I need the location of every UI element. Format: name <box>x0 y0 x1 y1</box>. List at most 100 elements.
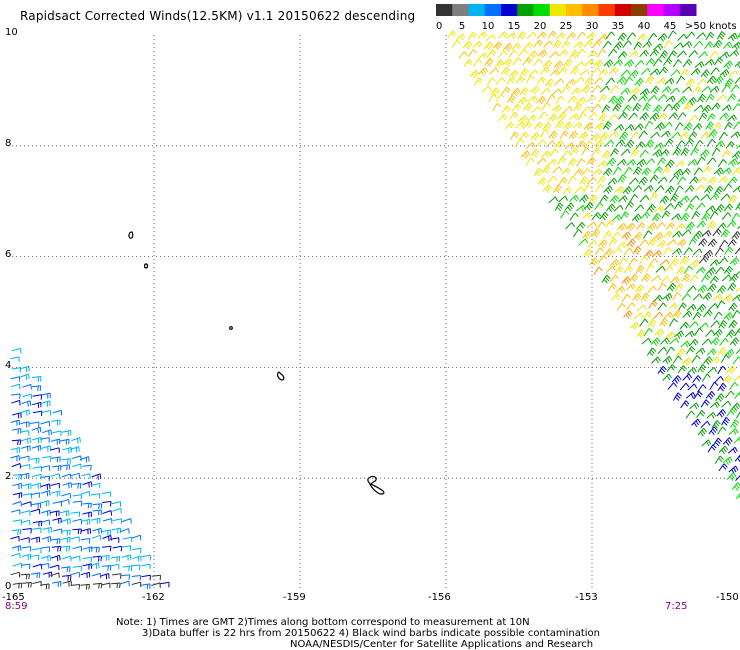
wind-barb <box>151 582 161 588</box>
wind-barb <box>716 300 726 309</box>
wind-barb <box>722 41 733 49</box>
wind-barb <box>511 42 522 51</box>
legend-label: 30 <box>586 21 599 32</box>
wind-barb <box>22 501 32 507</box>
wind-barb <box>599 211 609 221</box>
wind-barb <box>574 186 585 194</box>
wind-barb <box>632 292 642 302</box>
wind-barb <box>495 93 505 103</box>
wind-barb <box>706 138 716 147</box>
legend-swatch <box>533 4 551 16</box>
wind-barb <box>630 131 640 140</box>
wind-barb <box>599 85 610 93</box>
wind-barb <box>597 49 607 58</box>
wind-barb <box>692 123 703 131</box>
wind-barb <box>549 51 560 59</box>
wind-barb <box>687 159 698 166</box>
wind-barb <box>573 41 584 49</box>
wind-barb <box>653 232 664 241</box>
wind-barb <box>488 93 498 103</box>
wind-barb <box>532 58 543 67</box>
wind-barb <box>121 545 132 551</box>
wind-barb <box>603 230 613 240</box>
wind-barb <box>554 202 564 212</box>
wind-barb <box>599 131 609 141</box>
wind-barb <box>629 87 640 96</box>
wind-barb <box>721 104 732 112</box>
wind-barb <box>80 583 90 590</box>
legend-swatch <box>452 4 469 16</box>
wind-barb <box>131 575 142 581</box>
wind-barb <box>626 283 636 291</box>
legend-swatch <box>631 4 648 16</box>
wind-barb <box>645 264 655 273</box>
wind-barb <box>716 222 727 231</box>
wind-barb <box>575 204 586 212</box>
wind-barb <box>569 113 580 121</box>
wind-barb <box>498 113 508 122</box>
wind-barb <box>717 347 727 356</box>
wind-barb <box>547 113 558 122</box>
wind-barb <box>718 445 729 455</box>
wind-barb <box>676 239 687 248</box>
island <box>128 231 134 239</box>
wind-barb <box>683 265 693 274</box>
wind-barb <box>720 193 731 201</box>
lon-label: -162 <box>142 592 165 603</box>
wind-barb <box>101 529 111 536</box>
wind-barb <box>52 517 62 524</box>
wind-barb <box>714 75 724 85</box>
wind-barb <box>710 337 720 346</box>
wind-barb <box>605 31 615 40</box>
wind-barb <box>729 49 740 57</box>
wind-barb <box>31 426 42 434</box>
legend-swatch <box>679 4 697 16</box>
wind-barb <box>586 156 597 166</box>
legend-label: 45 <box>664 21 677 32</box>
wind-barb <box>692 248 703 256</box>
wind-barb <box>511 103 522 112</box>
wind-barb <box>122 565 133 572</box>
wind-barb <box>447 30 457 39</box>
wind-barb <box>558 195 568 203</box>
legend-swatch <box>598 4 616 16</box>
wind-barb <box>646 347 657 357</box>
wind-barb <box>561 167 571 175</box>
wind-barb <box>522 121 533 130</box>
wind-barb <box>712 122 723 131</box>
wind-barb <box>632 246 642 255</box>
wind-barb <box>733 121 740 130</box>
wind-barb <box>647 222 657 231</box>
wind-barb <box>102 534 112 542</box>
wind-barb <box>667 382 677 390</box>
lon-label: -165 <box>2 592 25 603</box>
wind-barb <box>723 265 734 275</box>
wind-barb <box>718 463 728 472</box>
wind-barb <box>708 426 718 436</box>
wind-barb <box>700 69 710 78</box>
wind-barb <box>111 582 121 589</box>
wind-barb <box>618 111 628 120</box>
wind-barb <box>617 174 627 183</box>
wind-barb <box>549 148 559 157</box>
wind-barb <box>527 50 538 59</box>
wind-barb <box>665 331 676 340</box>
wind-barb <box>725 141 735 149</box>
wind-barb <box>605 219 615 228</box>
wind-barb <box>726 472 737 481</box>
wind-barb <box>486 49 497 58</box>
wind-barb <box>624 124 635 132</box>
wind-barb <box>576 140 586 149</box>
wind-barb <box>515 75 525 84</box>
wind-barb <box>639 149 649 158</box>
wind-barb <box>701 338 712 346</box>
wind-barb <box>41 509 51 517</box>
wind-barb <box>719 239 729 249</box>
wind-barb <box>727 32 738 42</box>
wind-barb <box>696 303 707 313</box>
wind-barb <box>685 31 696 40</box>
wind-barb <box>731 212 740 222</box>
wind-barb <box>537 49 548 58</box>
wind-barb <box>32 580 42 587</box>
wind-barb <box>582 212 592 220</box>
